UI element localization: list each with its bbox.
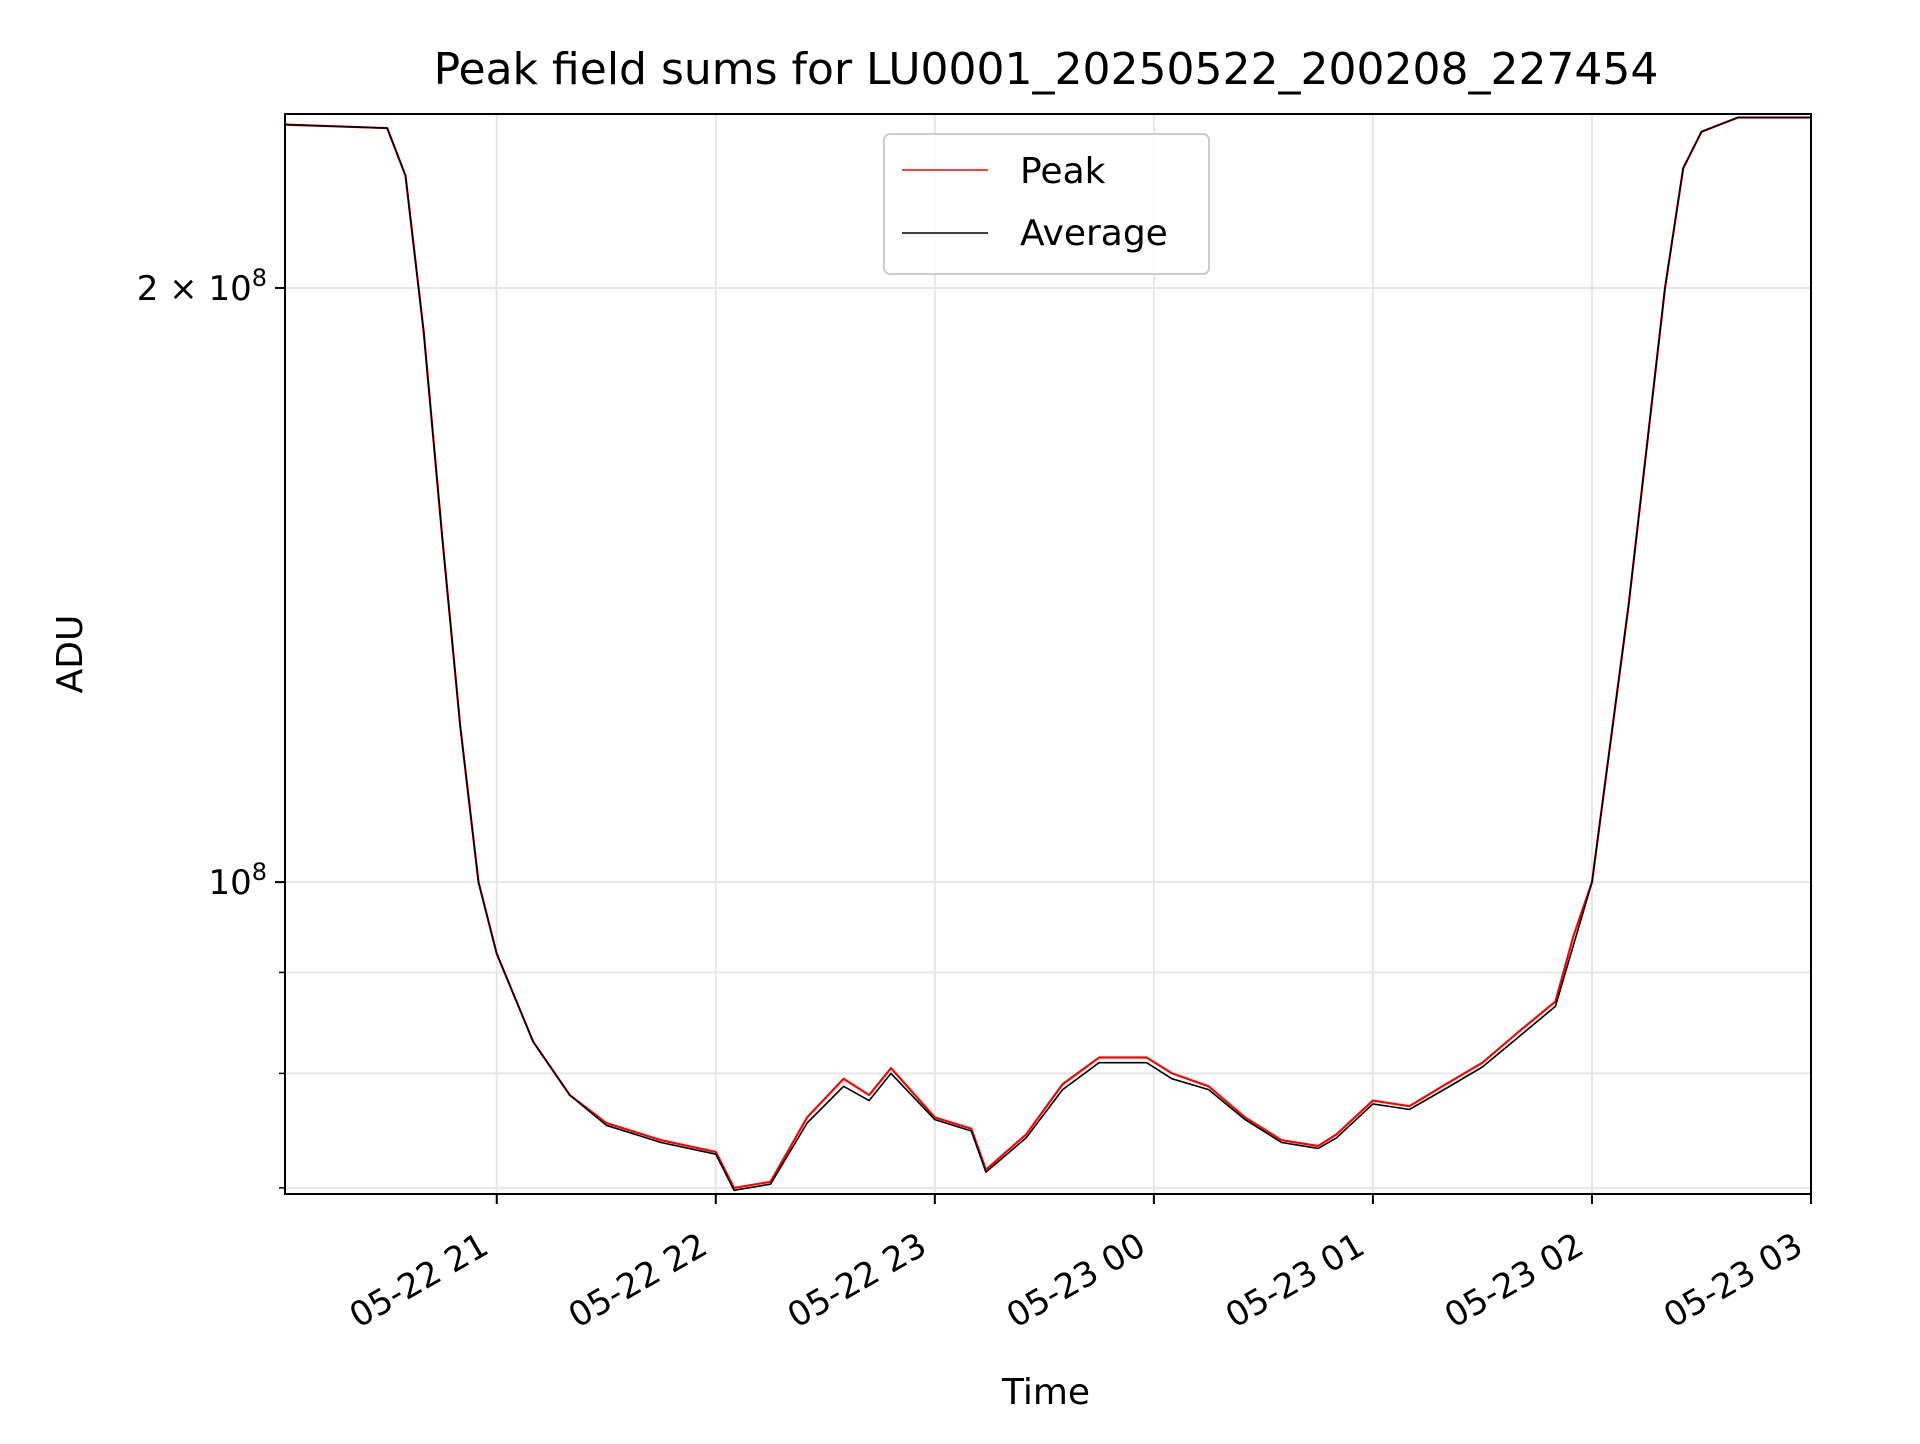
series-line-average [284, 116, 1811, 1192]
y-tick-label: 2 × 108 [137, 264, 267, 309]
series-layer [284, 116, 1811, 1192]
y-tick-label: 108 [208, 858, 267, 903]
x-axis-label: Time [1001, 1372, 1090, 1413]
y-axis-label: ADU [50, 615, 91, 694]
chart-title: Peak field sums for LU0001_20250522_2002… [434, 44, 1659, 95]
y-axis-ticks: 108 2 × 108 [137, 264, 285, 1189]
legend-label-average: Average [1020, 213, 1168, 254]
legend-label-peak: Peak [1020, 151, 1106, 192]
legend-box [883, 133, 1210, 275]
plot-frame [284, 113, 1812, 1195]
grid-lines [285, 114, 1811, 1194]
legend: Peak Average [883, 133, 1210, 275]
